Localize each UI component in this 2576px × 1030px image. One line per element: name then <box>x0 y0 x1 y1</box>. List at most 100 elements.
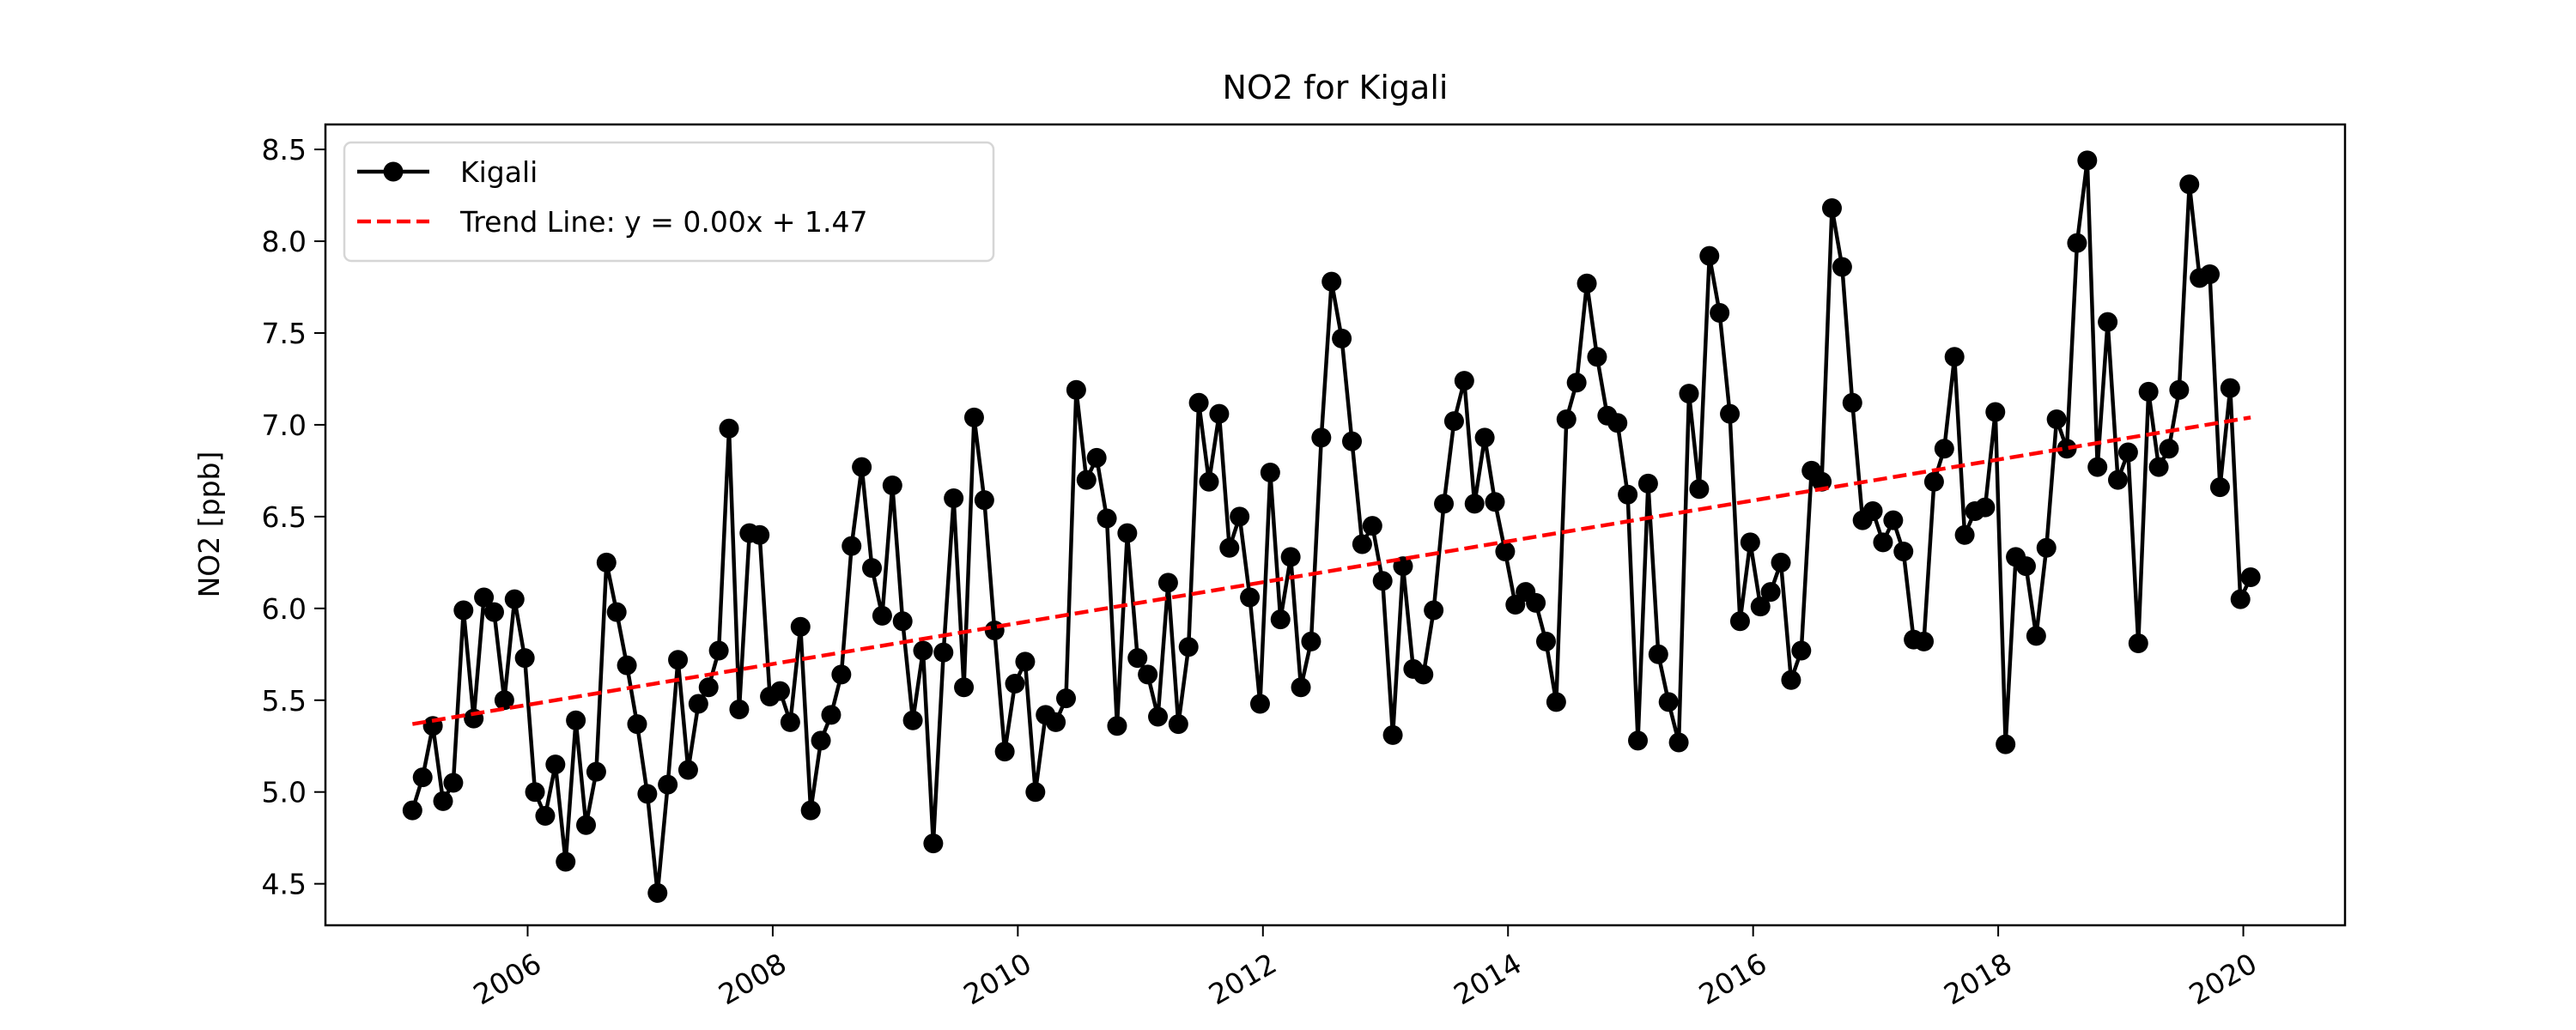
kigali-data-point <box>1249 694 1270 714</box>
kigali-data-point <box>1832 257 1852 277</box>
legend: Kigali Trend Line: y = 0.00x + 1.47 <box>343 141 995 263</box>
y-tick-label: 7.0 <box>262 409 307 442</box>
kigali-data-point <box>1689 479 1710 500</box>
kigali-data-point <box>913 640 933 661</box>
chart-title: NO2 for Kigali <box>1223 69 1449 106</box>
y-tick-label: 8.0 <box>262 225 307 258</box>
kigali-data-point <box>1893 542 1914 562</box>
kigali-data-point <box>2138 381 2159 402</box>
x-tick-label: 2016 <box>1693 947 1772 1012</box>
kigali-data-point <box>821 705 841 725</box>
kigali-data-point <box>1454 371 1474 391</box>
legend-kigali-marker <box>383 161 404 182</box>
kigali-data-point <box>831 664 852 685</box>
kigali-data-point <box>1566 373 1587 393</box>
kigali-data-point <box>658 774 678 795</box>
kigali-data-point <box>1842 392 1862 413</box>
kigali-data-point <box>2098 312 2118 332</box>
kigali-data-point <box>1791 640 1812 661</box>
kigali-data-point <box>453 600 474 621</box>
kigali-data-point <box>1526 592 1546 613</box>
kigali-data-point <box>1178 637 1199 657</box>
kigali-data-point <box>1117 523 1138 543</box>
kigali-data-point <box>2026 626 2046 646</box>
kigali-data-point <box>2230 589 2251 609</box>
kigali-data-point <box>443 772 464 793</box>
kigali-data-point <box>2169 379 2190 400</box>
kigali-data-point <box>1546 692 1566 712</box>
kigali-data-point <box>1086 447 1107 468</box>
kigali-data-point <box>586 761 606 782</box>
kigali-data-point <box>1342 431 1363 451</box>
kigali-data-point <box>474 587 495 608</box>
y-tick-label: 8.5 <box>262 133 307 167</box>
kigali-data-point <box>1954 524 1975 545</box>
kigali-data-point <box>535 806 556 827</box>
kigali-data-point <box>2220 378 2240 398</box>
x-tick-label: 2020 <box>2184 947 2263 1012</box>
kigali-data-point <box>790 616 811 637</box>
kigali-data-point <box>2015 556 2036 577</box>
kigali-data-point <box>1260 463 1280 483</box>
kigali-data-point <box>1209 403 1230 424</box>
kigali-data-point <box>668 650 689 670</box>
kigali-data-point <box>1862 500 1883 521</box>
y-tick-label: 7.5 <box>262 317 307 350</box>
kigali-data-point <box>1618 484 1638 505</box>
kigali-data-point <box>841 536 862 556</box>
kigali-data-point <box>483 602 504 622</box>
kigali-data-point <box>1607 413 1628 433</box>
kigali-data-point <box>1332 328 1352 348</box>
kigali-data-point <box>1985 402 2006 422</box>
y-tick-label: 4.5 <box>262 868 307 901</box>
kigali-data-point <box>1424 600 1444 621</box>
kigali-data-point <box>2148 457 2169 477</box>
kigali-data-point <box>1219 537 1240 558</box>
legend-box <box>343 141 995 263</box>
kigali-data-point <box>1434 494 1455 514</box>
kigali-data-point <box>1188 392 1209 413</box>
kigali-data-point <box>2057 439 2077 459</box>
y-tick-label: 5.0 <box>262 776 307 809</box>
x-axis: 2006 2008 2010 2012 2014 2016 2018 2020 <box>468 925 2263 1011</box>
kigali-data-point <box>1556 409 1577 430</box>
kigali-data-point <box>545 754 566 775</box>
kigali-data-point <box>2159 439 2179 459</box>
kigali-data-point <box>750 524 770 545</box>
kigali-data-point <box>923 833 944 854</box>
kigali-data-point <box>576 815 597 835</box>
kigali-data-point <box>708 640 729 661</box>
kigali-data-point <box>1668 732 1689 753</box>
kigali-data-point <box>994 742 1015 762</box>
kigali-data-point <box>1699 245 1720 266</box>
kigali-data-point <box>2240 566 2261 587</box>
kigali-data-point <box>1055 688 1076 709</box>
kigali-data-point <box>2200 264 2221 285</box>
kigali-data-point <box>811 730 831 751</box>
kigali-data-point <box>2107 470 2128 490</box>
kigali-data-point <box>1046 712 1066 732</box>
trend-line <box>411 415 2251 726</box>
kigali-data-point <box>1658 692 1679 712</box>
axes-frame <box>324 123 2347 927</box>
kigali-data-point <box>1485 492 1505 512</box>
kigali-data-point <box>698 677 719 698</box>
kigali-data-point <box>902 710 923 730</box>
kigali-data-point <box>984 620 1005 640</box>
kigali-data-point <box>1873 532 1893 553</box>
kigali-data-point <box>1720 403 1741 424</box>
kigali-data-point <box>617 655 637 676</box>
kigali-data-point <box>1577 273 1597 294</box>
kigali-data-point <box>433 791 453 811</box>
kigali-data-point <box>1637 473 1658 494</box>
kigali-data-point <box>2036 537 2057 558</box>
kigali-data-point <box>882 476 902 496</box>
kigali-data-point <box>1464 494 1485 514</box>
kigali-data-point <box>1587 347 1607 367</box>
kigali-data-point <box>1944 347 1965 367</box>
kigali-data-point <box>1148 706 1169 727</box>
kigali-data-point <box>2077 150 2098 171</box>
kigali-data-point <box>1352 534 1372 554</box>
kigali-data-point <box>1750 597 1771 617</box>
